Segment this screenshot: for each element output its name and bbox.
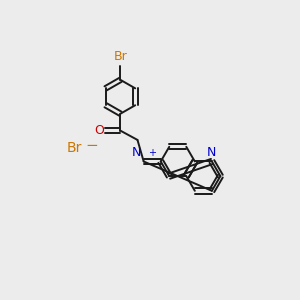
Text: Br: Br: [67, 141, 82, 155]
Text: +: +: [148, 148, 156, 158]
Text: Br: Br: [113, 50, 127, 63]
Text: −: −: [85, 138, 98, 153]
Text: N: N: [132, 146, 141, 159]
Text: O: O: [94, 124, 104, 137]
Text: N: N: [207, 146, 217, 159]
